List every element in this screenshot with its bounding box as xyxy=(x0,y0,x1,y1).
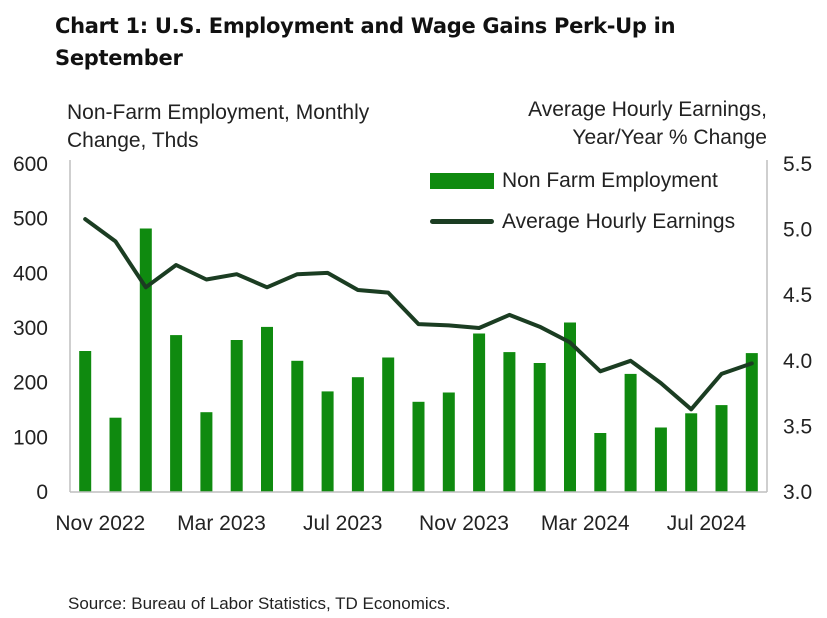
bar-nfp xyxy=(382,357,395,492)
left-tick-label: 300 xyxy=(13,317,48,340)
legend-item-line: Average Hourly Earnings xyxy=(430,207,790,237)
bar-nfp xyxy=(139,228,152,492)
bar-nfp xyxy=(533,363,546,492)
legend-swatch-bar xyxy=(430,173,494,189)
left-tick-label: 600 xyxy=(13,153,48,176)
bar-nfp xyxy=(715,405,728,492)
bar-nfp xyxy=(291,360,304,492)
x-tick-label: Nov 2022 xyxy=(55,512,145,535)
bar-nfp xyxy=(564,322,576,492)
bar-nfp xyxy=(321,391,334,492)
bar-nfp xyxy=(745,353,758,492)
right-tick-label: 4.5 xyxy=(783,284,812,307)
x-tick-label: Mar 2023 xyxy=(177,512,266,535)
source-note: Source: Bureau of Labor Statistics, TD E… xyxy=(68,594,451,613)
bar-nfp xyxy=(109,417,122,492)
left-tick-label: 500 xyxy=(13,208,48,231)
right-tick-label: 4.0 xyxy=(783,350,812,373)
right-tick-label: 5.0 xyxy=(783,219,812,242)
bar-nfp xyxy=(473,333,486,492)
axis-layer: 0 100 200 300 400 500 600 3.0 3.5 4.0 4.5 5.0 5.5 Nov… xyxy=(13,153,812,535)
x-tick-label: Nov 2023 xyxy=(419,512,509,535)
bar-nfp xyxy=(594,433,607,492)
bar-nfp xyxy=(442,392,455,492)
x-tick-label: Jul 2024 xyxy=(667,512,747,535)
left-axis-title: Non-Farm Employment, Monthly Change, Thd… xyxy=(67,101,370,152)
legend-swatch-line xyxy=(430,219,494,224)
bar-nfp xyxy=(503,352,516,492)
bar-nfp xyxy=(200,412,213,492)
bar-nfp xyxy=(170,335,183,492)
bar-nfp xyxy=(685,413,698,492)
legend-label-line: Average Hourly Earnings xyxy=(502,210,736,233)
x-tick-label: Mar 2024 xyxy=(541,512,630,535)
legend-item-bars: Non Farm Employment xyxy=(430,166,790,196)
bars-layer xyxy=(79,228,758,492)
x-tick-label: Jul 2023 xyxy=(303,512,382,535)
right-tick-label: 5.5 xyxy=(783,153,812,176)
right-axis-title: Average Hourly Earnings, Year/Year % Cha… xyxy=(528,98,767,149)
right-tick-label: 3.0 xyxy=(783,481,812,504)
line-layer xyxy=(83,217,754,412)
chart-title: Chart 1: U.S. Employment and Wage Gains … xyxy=(55,14,676,70)
bar-nfp xyxy=(412,401,425,492)
bar-nfp xyxy=(230,340,243,492)
right-tick-label: 3.5 xyxy=(783,415,812,438)
left-tick-label: 100 xyxy=(13,426,48,449)
bar-nfp xyxy=(654,427,667,492)
series-line-ahe xyxy=(83,217,754,412)
legend-label-bars: Non Farm Employment xyxy=(502,169,718,192)
bar-nfp xyxy=(261,326,273,492)
bar-nfp xyxy=(351,377,364,492)
left-tick-label: 0 xyxy=(36,481,48,504)
left-tick-label: 200 xyxy=(13,372,48,395)
bar-nfp xyxy=(624,373,637,492)
bar-nfp xyxy=(79,351,92,492)
left-tick-label: 400 xyxy=(13,262,48,285)
